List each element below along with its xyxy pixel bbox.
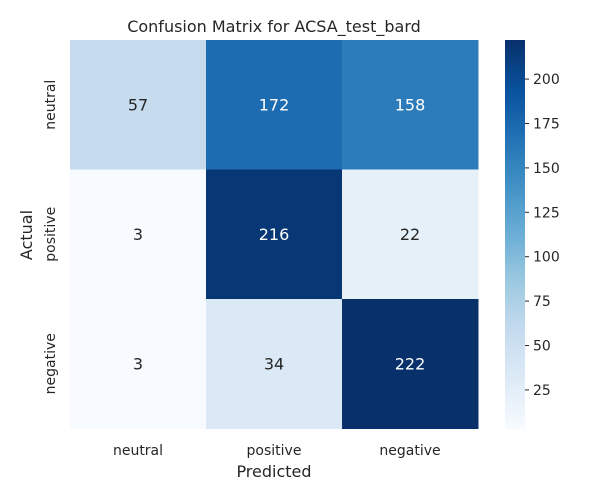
y-axis-label: Actual bbox=[17, 210, 36, 260]
colorbar-tick-label: 175 bbox=[533, 116, 560, 132]
y-tick-label: neutral bbox=[43, 80, 59, 130]
x-tick-labels: neutral positive negative bbox=[113, 443, 441, 459]
y-tick-label: negative bbox=[43, 333, 59, 394]
cell-value-label: 216 bbox=[259, 225, 290, 244]
heatmap-cell bbox=[206, 40, 343, 170]
cell-value-label: 57 bbox=[128, 95, 148, 114]
colorbar-tick-label: 100 bbox=[533, 250, 560, 266]
y-tick-labels: neutral positive negative bbox=[43, 80, 59, 395]
colorbar: 25 50 75 100 125 150 175 200 bbox=[505, 40, 560, 429]
cell-value-label: 158 bbox=[395, 95, 426, 114]
colorbar-tick-label: 75 bbox=[533, 294, 551, 310]
cell-value-label: 34 bbox=[264, 354, 284, 373]
heatmap-cell bbox=[70, 299, 207, 429]
heatmap-cell bbox=[342, 169, 479, 300]
heatmap-cell bbox=[206, 169, 343, 300]
colorbar-tick-label: 150 bbox=[533, 161, 560, 177]
heatmap-cell bbox=[342, 299, 479, 429]
cell-value-label: 172 bbox=[259, 95, 290, 114]
cell-value-label: 222 bbox=[395, 354, 426, 373]
cell-value-label: 22 bbox=[400, 225, 420, 244]
heatmap-cell bbox=[342, 40, 479, 170]
heatmap-cell bbox=[206, 299, 343, 429]
x-tick-label: neutral bbox=[113, 443, 163, 459]
colorbar-gradient bbox=[505, 40, 525, 429]
chart-title: Confusion Matrix for ACSA_test_bard bbox=[127, 17, 421, 37]
heatmap-cells: 57 172 158 3 216 22 3 34 222 bbox=[70, 40, 479, 429]
heatmap-cell bbox=[70, 169, 207, 300]
x-axis-label: Predicted bbox=[236, 462, 311, 481]
colorbar-tick-label: 50 bbox=[533, 339, 551, 355]
colorbar-tick-label: 25 bbox=[533, 383, 551, 399]
cell-value-label: 3 bbox=[133, 225, 143, 244]
cell-value-label: 3 bbox=[133, 354, 143, 373]
y-tick-label: positive bbox=[43, 207, 59, 262]
colorbar-tick-label: 200 bbox=[533, 72, 560, 88]
heatmap-cell bbox=[70, 40, 207, 170]
colorbar-tick-label: 125 bbox=[533, 205, 560, 221]
x-tick-label: negative bbox=[379, 443, 440, 459]
x-tick-label: positive bbox=[247, 443, 302, 459]
